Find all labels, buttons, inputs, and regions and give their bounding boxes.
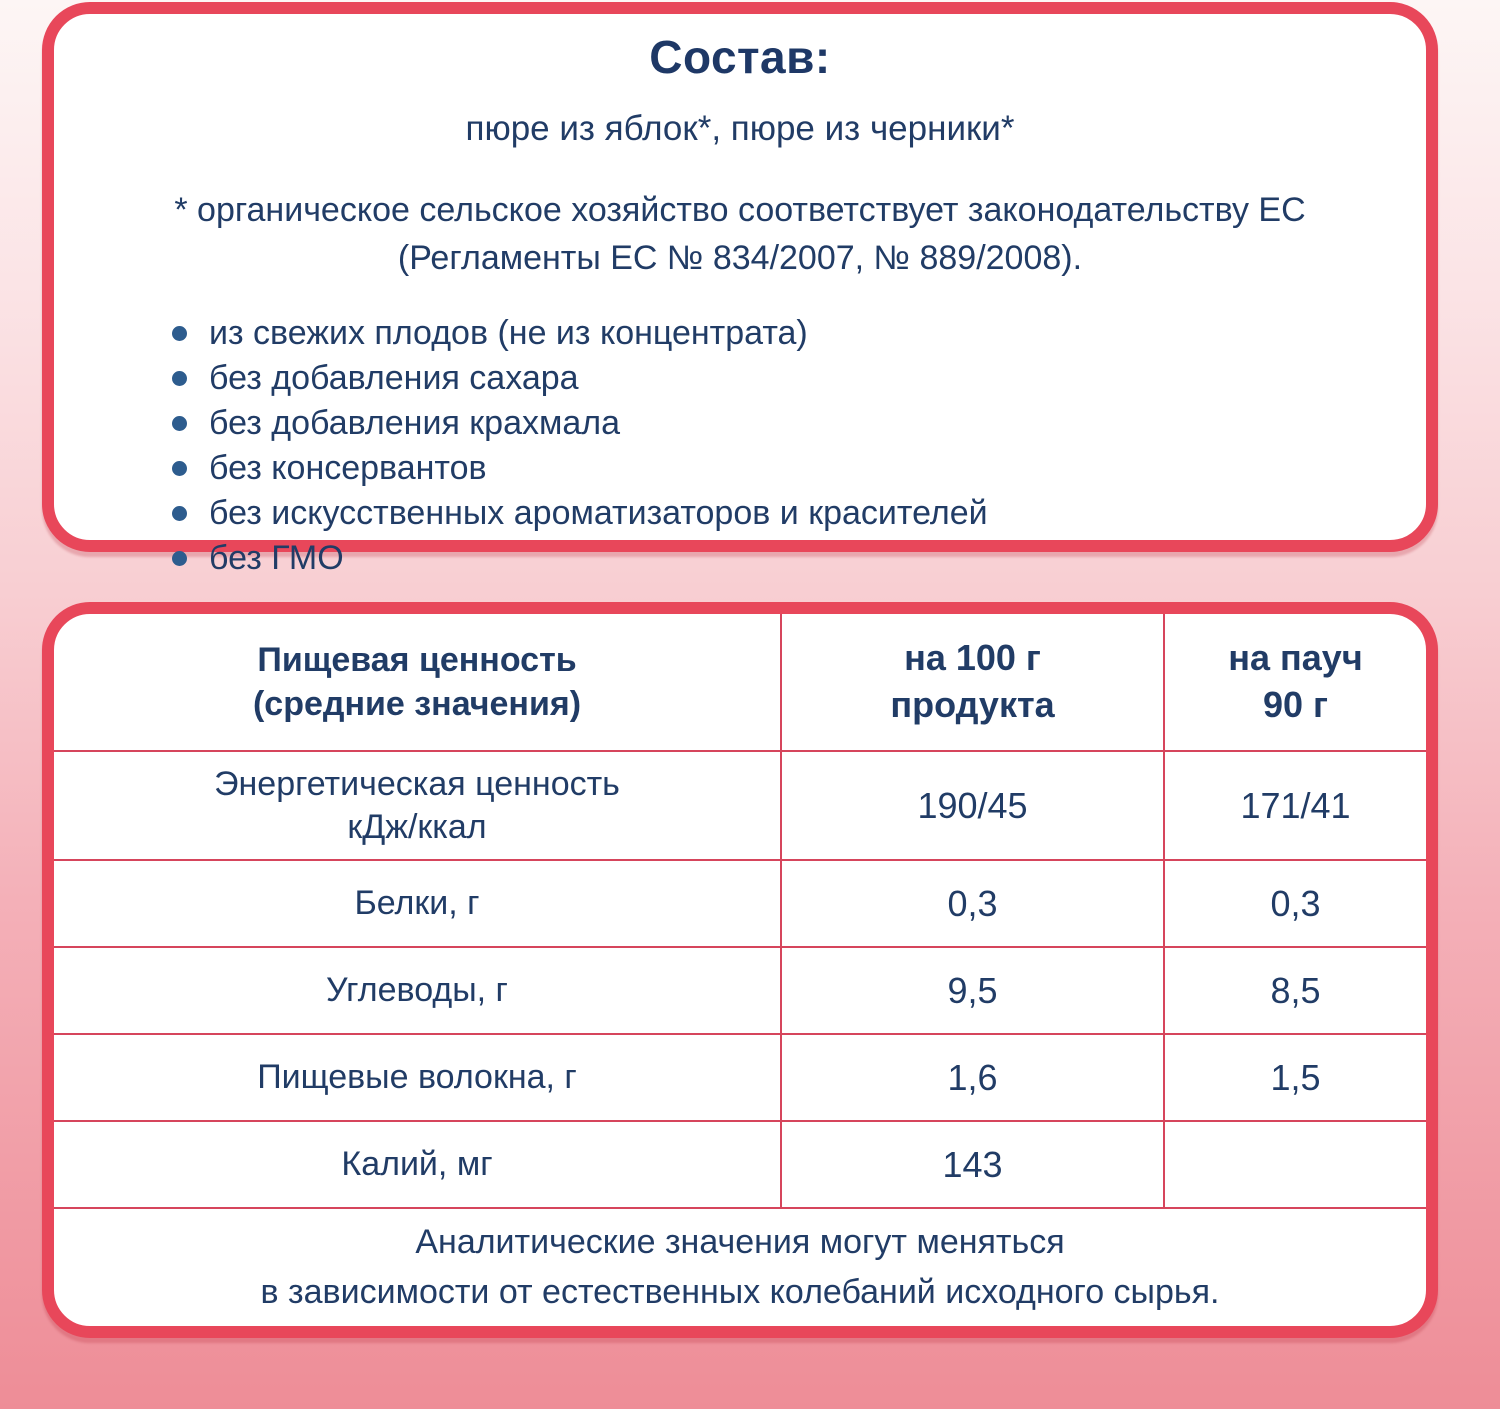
nutrition-card: Пищевая ценность (средние значения) на 1… (42, 602, 1438, 1338)
composition-title: Состав: (649, 31, 831, 83)
value-per-100g: 143 (780, 1122, 1163, 1207)
value-per-pouch: 8,5 (1163, 948, 1426, 1033)
value-per-100g: 1,6 (780, 1035, 1163, 1120)
bullet-icon (172, 460, 187, 476)
benefit-label: из свежих плодов (не из концентрата) (209, 313, 808, 352)
benefit-label: без искусственных ароматизаторов и краси… (209, 493, 988, 532)
row-label: Калий, мг (341, 1145, 493, 1184)
composition-card: Состав: пюре из яблок*, пюре из черники*… (42, 2, 1438, 577)
value-per-pouch: 0,3 (1163, 861, 1426, 946)
benefit-item: без консервантов (172, 446, 1426, 491)
ingredients-line: пюре из яблок*, пюре из черники* (465, 109, 1015, 148)
benefit-label: без добавления крахмала (209, 403, 621, 442)
value-per-100g: 9,5 (780, 948, 1163, 1033)
benefit-item: без искусственных ароматизаторов и краси… (172, 491, 1426, 536)
table-row-potassium: Калий, мг 143 (54, 1120, 1426, 1207)
row-label: Пищевые волокна, г (257, 1058, 577, 1097)
table-header-row: Пищевая ценность (средние значения) на 1… (54, 614, 1426, 750)
header-per-100g: на 100 г продукта (780, 614, 1163, 750)
row-label: Белки, г (354, 884, 480, 923)
table-row-fiber: Пищевые волокна, г 1,6 1,5 (54, 1033, 1426, 1120)
table-row-carbs: Углеводы, г 9,5 8,5 (54, 946, 1426, 1033)
row-label: Энергетическая ценность кДж/ккал (214, 765, 620, 846)
bullet-icon (172, 505, 187, 521)
benefit-label: без добавления сахара (209, 358, 579, 397)
benefit-label: без ГМО (209, 538, 344, 577)
bullet-icon (172, 370, 187, 386)
bullet-icon (172, 550, 187, 566)
header-nutrition-label: Пищевая ценность (средние значения) (252, 640, 582, 723)
organic-note: * органическое сельское хозяйство соотве… (174, 191, 1306, 278)
value-per-pouch: 171/41 (1163, 752, 1426, 859)
benefit-label: без консервантов (209, 448, 487, 487)
nutrition-table: Пищевая ценность (средние значения) на 1… (54, 614, 1426, 1326)
benefits-list: из свежих плодов (не из концентрата) без… (54, 311, 1426, 581)
value-per-100g: 190/45 (780, 752, 1163, 859)
benefit-item: из свежих плодов (не из концентрата) (172, 311, 1426, 356)
table-row-energy: Энергетическая ценность кДж/ккал 190/45 … (54, 750, 1426, 859)
value-per-pouch: 1,5 (1163, 1035, 1426, 1120)
analytic-footnote: Аналитические значения могут меняться в … (54, 1207, 1426, 1326)
bullet-icon (172, 325, 187, 341)
benefit-item: без добавления сахара (172, 356, 1426, 401)
benefit-item: без добавления крахмала (172, 401, 1426, 446)
value-per-100g: 0,3 (780, 861, 1163, 946)
benefit-item: без ГМО (172, 536, 1426, 581)
row-label: Углеводы, г (326, 971, 508, 1010)
header-per-pouch: на пауч 90 г (1163, 614, 1426, 750)
table-row-protein: Белки, г 0,3 0,3 (54, 859, 1426, 946)
bullet-icon (172, 415, 187, 431)
value-per-pouch (1163, 1122, 1426, 1207)
